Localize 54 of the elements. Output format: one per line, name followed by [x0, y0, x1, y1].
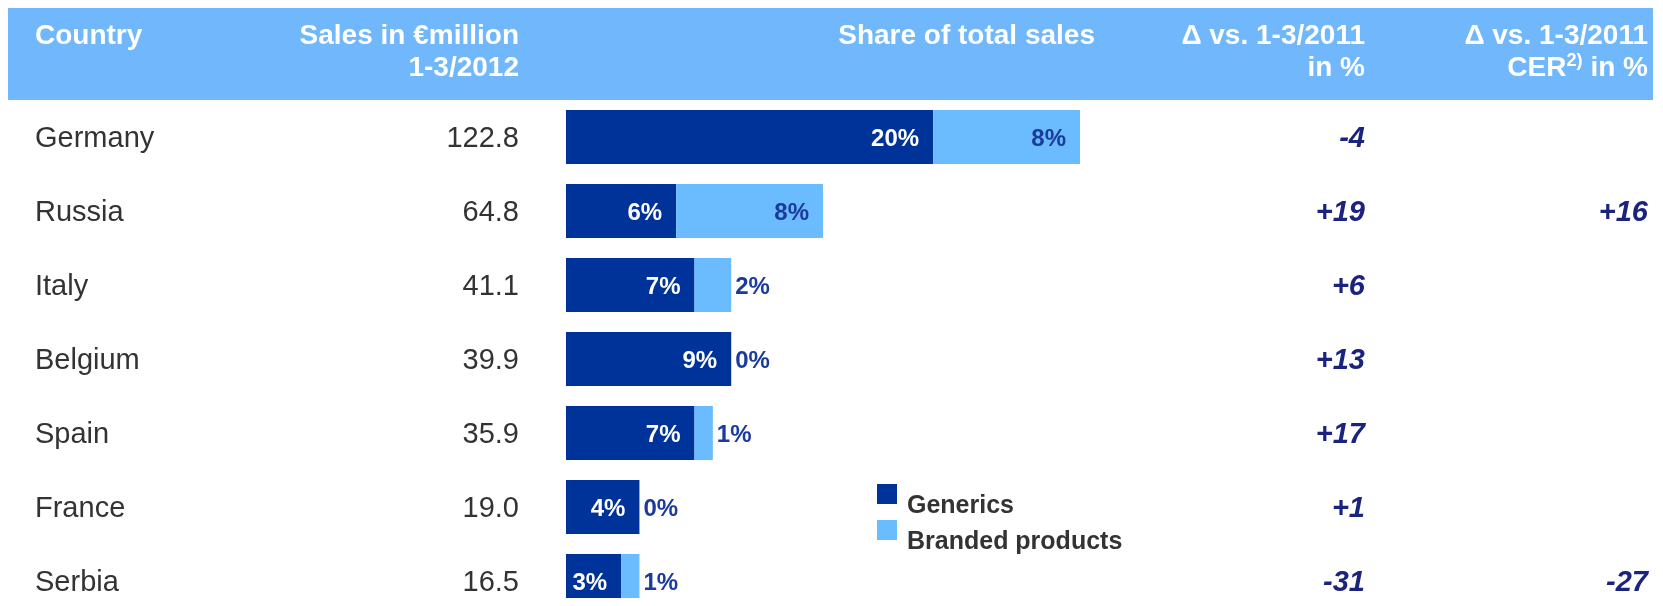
- text: +13: [1315, 343, 1365, 375]
- data-label: 1%: [716, 420, 752, 447]
- data-label: 7%: [645, 272, 681, 299]
- text: Δ vs. 1-3/2011 in %: [1181, 19, 1366, 82]
- text: 39.9: [462, 343, 519, 375]
- text: -4: [1339, 121, 1365, 153]
- text: +1: [1331, 491, 1365, 523]
- text: +16: [1598, 195, 1649, 227]
- data-label: 6%: [627, 198, 663, 225]
- data-label: 3%: [572, 568, 608, 595]
- bar: [676, 184, 823, 238]
- text: +6: [1331, 269, 1366, 301]
- bar: [566, 110, 934, 164]
- bar: [566, 258, 695, 312]
- y-axis-title: Country: [35, 19, 143, 50]
- text: -31: [1323, 565, 1365, 597]
- text: 64.8: [462, 195, 519, 227]
- legend-label: Generics: [907, 490, 1015, 518]
- text: 41.1: [462, 269, 519, 301]
- chart-title: Share of total sales: [838, 19, 1095, 50]
- data-label: 2%: [735, 272, 770, 299]
- y-tick-label: Germany: [35, 121, 155, 153]
- text: -27: [1606, 565, 1650, 597]
- y-tick-label: Russia: [35, 195, 125, 227]
- bar: [566, 480, 640, 534]
- bar: [694, 406, 713, 460]
- data-label: 7%: [645, 420, 681, 447]
- y-tick-label: Serbia: [35, 565, 120, 597]
- data-label: 8%: [1031, 124, 1066, 151]
- bar: [694, 258, 732, 312]
- text: Sales in €million 1-3/2012: [299, 19, 519, 82]
- y-tick-label: Italy: [35, 269, 89, 301]
- data-label: 20%: [871, 124, 920, 151]
- text: 16.5: [462, 565, 519, 597]
- text: 19.0: [462, 491, 519, 523]
- bar: [933, 110, 1080, 164]
- data-label: 4%: [590, 494, 626, 521]
- text: 35.9: [462, 417, 519, 449]
- text: +19: [1315, 195, 1365, 227]
- y-tick-label: Spain: [35, 417, 110, 449]
- data-label: 0%: [735, 346, 770, 373]
- y-tick-label: France: [35, 491, 126, 523]
- data-label: 1%: [643, 568, 679, 595]
- text: Δ vs. 1-3/2011 CER$^{2)}$ in %: [1464, 19, 1649, 82]
- data-label: 0%: [643, 494, 679, 521]
- y-tick-label: Belgium: [35, 343, 140, 375]
- bar: [566, 406, 695, 460]
- data-label: 9%: [682, 346, 718, 373]
- text: 122.8: [446, 121, 519, 153]
- bar: [566, 332, 732, 386]
- data-label: 8%: [774, 198, 809, 225]
- text: +17: [1315, 417, 1367, 449]
- legend-label: Branded products: [907, 526, 1123, 554]
- bar: [566, 184, 677, 238]
